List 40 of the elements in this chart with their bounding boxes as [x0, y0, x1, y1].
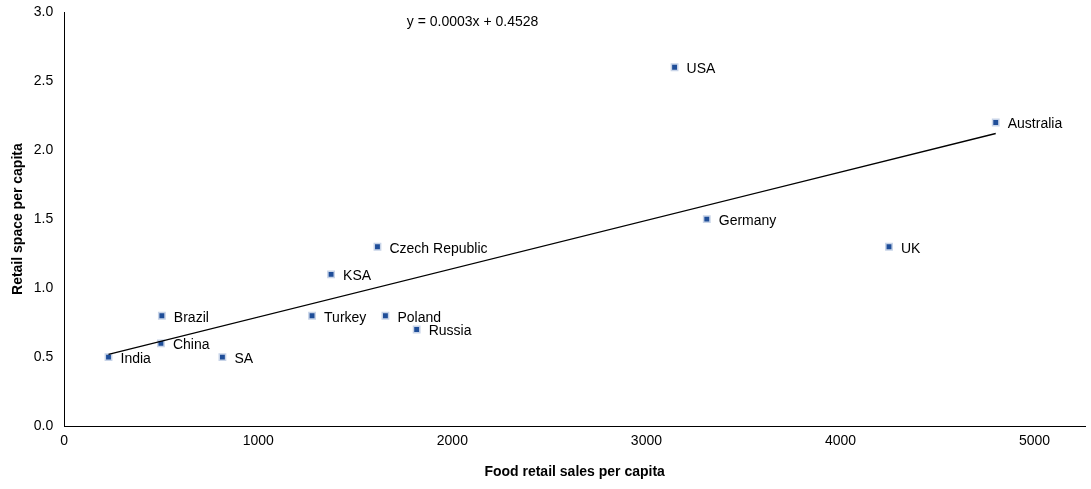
y-tick-label: 0.5 [33, 348, 54, 365]
point [670, 63, 679, 72]
y-axis-title: Retail space per capita [9, 143, 26, 295]
y-tick-label: 2.5 [33, 71, 54, 88]
x-tick-label: 0 [60, 432, 69, 449]
point [308, 311, 316, 320]
y-tick-label: 1.0 [33, 278, 54, 295]
x-tick-label: 1000 [242, 432, 275, 449]
annotation: Brazil [173, 308, 209, 325]
point [381, 311, 390, 320]
point [327, 270, 336, 279]
y-tick-label: 1.5 [33, 209, 54, 226]
annotation: Poland [397, 308, 442, 325]
annotation: SA [234, 350, 254, 367]
point [412, 325, 421, 334]
annotation: USA [686, 60, 717, 77]
x-tick-label: 3000 [630, 432, 663, 449]
annotation: Australia [1007, 115, 1063, 132]
annotation: UK [901, 239, 922, 256]
annotation: y = 0.0003x + 0.4528 [406, 12, 539, 29]
annotation: Turkey [324, 308, 367, 325]
annotation: Germany [718, 211, 777, 228]
y-tick-label: 0.0 [33, 417, 54, 434]
x-tick-label: 2000 [436, 432, 469, 449]
point [885, 242, 893, 251]
y-tick-label: 2.0 [33, 140, 54, 157]
annotation: KSA [343, 267, 372, 284]
point [991, 118, 1000, 127]
x-tick-label: 4000 [824, 432, 857, 449]
point [218, 353, 227, 362]
annotation: Russia [428, 322, 472, 339]
x-axis-title: Food retail sales per capita [484, 463, 666, 480]
point [157, 311, 166, 320]
y-tick-label: 3.0 [33, 2, 54, 19]
annotation: India [120, 350, 152, 367]
point [373, 242, 382, 251]
annotation: China [172, 336, 210, 353]
x-tick-label: 5000 [1018, 432, 1051, 449]
point [702, 215, 711, 224]
annotation: Czech Republic [389, 239, 488, 256]
